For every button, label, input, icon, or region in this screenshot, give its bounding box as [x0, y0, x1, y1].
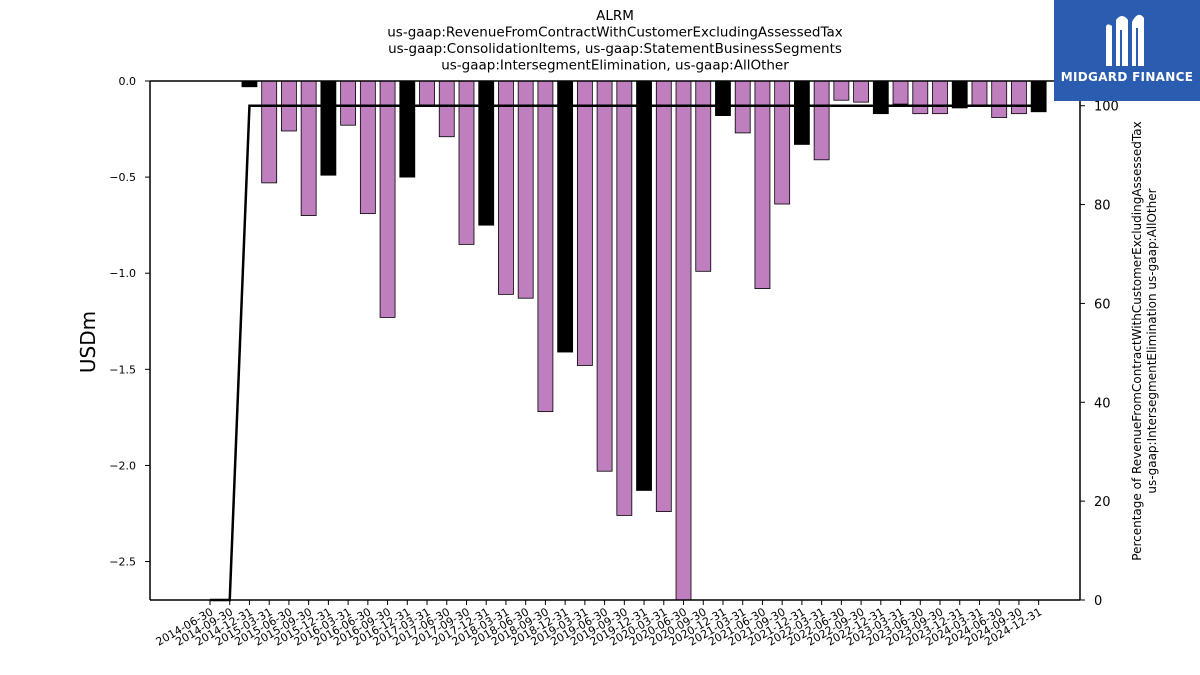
bar-2019-03-31	[576, 80, 593, 366]
bar-2024-03-31	[971, 80, 988, 107]
title-line-2: us-gaap:ConsolidationItems, us-gaap:Stat…	[388, 41, 842, 57]
y-axis-label-right-line-1: us-gaap:IntersegmentElimination us-gaap:…	[1145, 188, 1159, 493]
y-axis-label-left: USDm	[76, 311, 100, 373]
logo-text: MIDGARD FINANCE	[1060, 70, 1194, 84]
axis-labels: USDm Percentage of RevenueFromContractWit…	[76, 121, 1159, 560]
bar-2023-12-31	[951, 80, 968, 109]
bar-2021-12-31	[794, 80, 810, 145]
bar-2014-12-31	[241, 80, 258, 88]
bar-2019-06-30	[596, 80, 613, 472]
bar-2024-12-31	[1030, 80, 1047, 113]
y-axis-label-right-line-0: Percentage of RevenueFromContractWithCus…	[1130, 121, 1144, 560]
line-percentage	[210, 104, 1039, 602]
bar-2020-03-31	[655, 80, 672, 512]
axes	[149, 80, 1081, 601]
bar-2022-06-30	[833, 80, 850, 101]
left-tick-label: −0.5	[109, 171, 136, 184]
title-line-1: us-gaap:RevenueFromContractWithCustomerE…	[387, 25, 843, 41]
bar-2019-12-31	[636, 80, 652, 491]
bar-2017-06-30	[438, 80, 455, 138]
bar-2018-12-31	[557, 80, 574, 353]
left-tick-label: −1.0	[109, 267, 136, 280]
left-tick-label: −1.5	[109, 363, 136, 376]
right-tick-label: 100	[1094, 100, 1119, 115]
bar-2019-09-30	[616, 80, 633, 516]
chart-title: ALRMus-gaap:RevenueFromContractWithCusto…	[387, 8, 843, 74]
title-line-0: ALRM	[596, 8, 634, 24]
midgard-logo-icon	[1106, 14, 1144, 66]
right-axis-ticks: 0 20 40 60 80 100	[1080, 100, 1119, 609]
left-axis-ticks: 0.0 −0.5 −1.0 −1.5 −2.0 −2.5	[109, 75, 150, 569]
percentage-line	[210, 104, 1039, 602]
bar-2016-12-31	[399, 80, 416, 178]
title-line-3: us-gaap:IntersegmentElimination, us-gaap…	[441, 58, 789, 74]
bar-2024-09-30	[1011, 80, 1027, 115]
bar-2015-12-31	[320, 80, 337, 176]
bar-2024-06-30	[991, 80, 1008, 118]
right-tick-label: 60	[1094, 297, 1111, 312]
bar-2022-09-30	[853, 80, 869, 103]
x-axis-ticks: 2014-06-302014-09-302014-12-312015-03-31…	[154, 600, 1044, 649]
bar-2015-03-31	[261, 80, 278, 184]
bar-2018-06-30	[517, 80, 534, 299]
bar-2023-03-31	[892, 80, 909, 105]
bar-2023-06-30	[912, 80, 929, 115]
bar-2021-06-30	[754, 80, 771, 290]
logo: MIDGARD FINANCE	[1054, 0, 1200, 101]
bar-2016-03-31	[340, 80, 357, 126]
bar-2020-06-30	[675, 80, 692, 601]
bar-2016-09-30	[379, 80, 396, 318]
bars	[241, 80, 1047, 601]
bar-2020-12-31	[715, 80, 731, 116]
left-tick-label: −2.5	[109, 556, 136, 569]
bar-2017-12-31	[478, 80, 495, 226]
bar-2023-09-30	[932, 80, 948, 115]
bar-2015-09-30	[300, 80, 317, 216]
bar-2021-09-30	[774, 80, 791, 205]
bar-2018-09-30	[537, 80, 554, 413]
bar-2017-03-31	[419, 80, 435, 107]
right-tick-label: 0	[1094, 594, 1102, 609]
left-tick-label: 0.0	[119, 75, 137, 88]
bar-2022-03-31	[813, 80, 830, 161]
right-tick-label: 80	[1094, 199, 1111, 214]
bar-2018-03-31	[498, 80, 514, 295]
bar-2020-09-30	[695, 80, 712, 272]
right-tick-label: 20	[1094, 495, 1111, 510]
left-tick-label: −2.0	[109, 459, 136, 472]
bar-2016-06-30	[359, 80, 376, 215]
right-tick-label: 40	[1094, 396, 1111, 411]
bar-2022-12-31	[872, 80, 889, 115]
